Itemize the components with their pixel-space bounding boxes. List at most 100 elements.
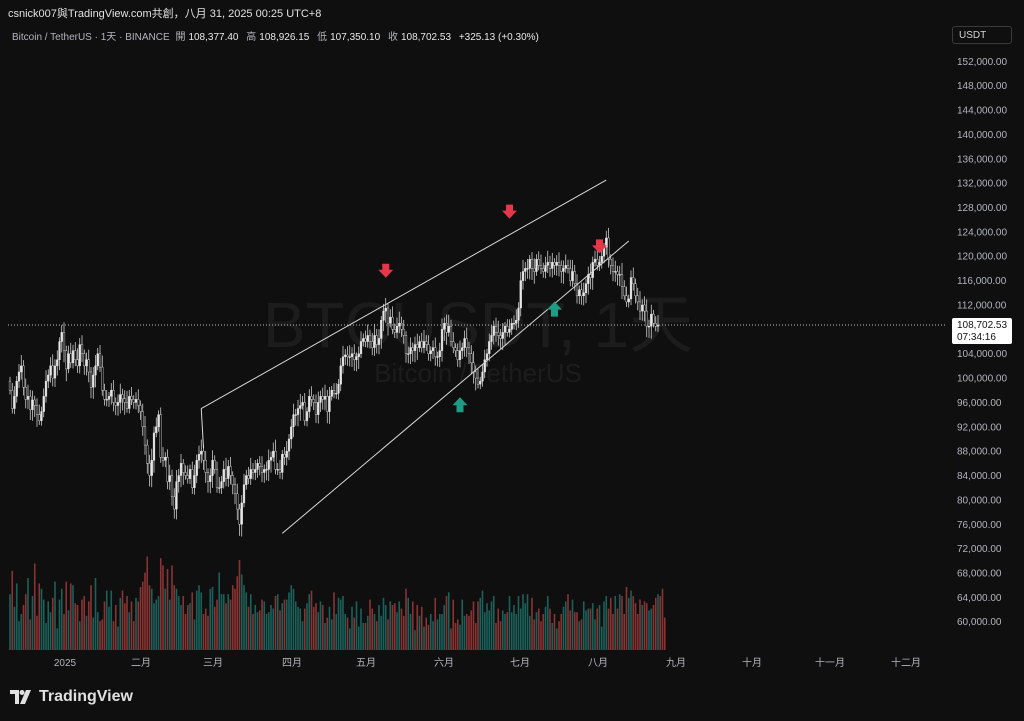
candle-body (589, 274, 592, 278)
candle-body (344, 354, 347, 357)
candle-body (422, 341, 426, 348)
candle-body (96, 353, 99, 367)
volume-bar (218, 572, 221, 650)
candle-body (416, 344, 419, 348)
volume-bar (357, 626, 360, 650)
volume-bar (603, 601, 605, 650)
trendlines[interactable] (200, 179, 630, 534)
volume-bar (495, 623, 497, 650)
candle-body (463, 338, 466, 348)
volume-bar (31, 596, 34, 650)
candle-body (272, 450, 275, 458)
ohlc-legend: Bitcoin / TetherUS · 1天 · BINANCE 開 108,3… (12, 28, 542, 43)
candle-body (148, 463, 151, 476)
volume-bar (193, 619, 196, 650)
candle-body (56, 359, 59, 367)
tradingview-logo[interactable]: TradingView (10, 688, 133, 706)
price-tick-label: 64,000.00 (957, 593, 1002, 604)
volume-bar (213, 606, 216, 650)
volume-bar (531, 597, 533, 650)
volume-bar (411, 601, 414, 650)
volume-bar (418, 615, 421, 650)
time-axis[interactable]: 2025 二月 三月 四月 五月 六月 七月 八月 九月 十月 十一月 十二月 (54, 656, 921, 669)
volume-bar (636, 614, 639, 650)
volume-bar (546, 596, 549, 650)
candle-body (326, 396, 329, 412)
candle-body (229, 466, 232, 476)
candle-body (231, 475, 234, 485)
candle-body (371, 341, 374, 348)
volume-bar (526, 594, 529, 650)
candle-body (562, 268, 565, 272)
volume-bar (11, 570, 14, 650)
candle-body (519, 280, 522, 309)
open-label: 開 (175, 32, 186, 43)
volume-bar (378, 605, 380, 650)
volume-bar (141, 581, 144, 650)
volume-bar (371, 608, 374, 650)
candle-body (269, 457, 273, 461)
candle-body (281, 454, 284, 473)
volume-bar (580, 619, 583, 650)
volume-bar (645, 603, 648, 650)
candle-body (618, 274, 621, 276)
candle-body (267, 460, 270, 470)
candle-body (524, 268, 527, 272)
currency-selector[interactable]: USDT (952, 26, 1012, 44)
volume-bar (549, 608, 551, 650)
volume-bar (60, 588, 63, 650)
volume-bar (182, 596, 185, 650)
price-axis[interactable]: 152,000.00 148,000.00 144,000.00 140,000.00… (957, 57, 1007, 628)
volume-bar (348, 628, 351, 650)
volume-bar (504, 614, 506, 650)
candle-body (641, 304, 644, 312)
volume-bar (465, 614, 468, 650)
volume-bar (477, 601, 479, 650)
volume-bar (425, 617, 428, 650)
candle-body (350, 353, 354, 357)
candle-body (35, 405, 39, 415)
candle-body (193, 475, 196, 488)
volume-bar (402, 615, 405, 650)
volume-bar (184, 614, 187, 650)
volume-bar (630, 590, 632, 650)
bar-countdown: 07:34:16 (957, 332, 996, 343)
candle-body (276, 469, 279, 471)
volume-bar (641, 605, 644, 650)
volume-bar (222, 594, 225, 650)
candle-body (94, 365, 97, 376)
time-tick-label: 五月 (356, 657, 376, 669)
volume-bar (207, 615, 209, 650)
candle-body (548, 262, 552, 269)
candle-body (447, 326, 450, 333)
volume-bar (310, 590, 313, 650)
volume-bar (587, 608, 590, 650)
volume-bar (78, 621, 81, 650)
volume-bar (36, 615, 38, 650)
volume-bar (110, 590, 113, 650)
volume-bar (472, 601, 475, 650)
volume-bar (281, 603, 284, 650)
candle-body (321, 396, 324, 400)
volume-bar (414, 630, 416, 650)
symbol-description[interactable]: Bitcoin / TetherUS · 1天 · BINANCE (12, 32, 170, 43)
volume-bar (299, 608, 302, 650)
candle-body (191, 469, 194, 488)
candle-body (256, 463, 259, 470)
volume-bar (69, 583, 72, 650)
volume-bar (236, 576, 239, 650)
volume-bar (351, 606, 353, 650)
volume-bar (312, 606, 315, 650)
volume-bar (598, 605, 601, 650)
candle-body (584, 283, 588, 293)
volume-bar (130, 601, 133, 650)
candle-body (254, 469, 257, 473)
candle-body (420, 341, 423, 348)
volume-bar (657, 594, 659, 650)
price-tick-label: 132,000.00 (957, 179, 1007, 190)
candle-body (317, 402, 320, 415)
candle-body (40, 411, 43, 421)
trendline (201, 179, 607, 409)
volume-bar (387, 619, 389, 650)
